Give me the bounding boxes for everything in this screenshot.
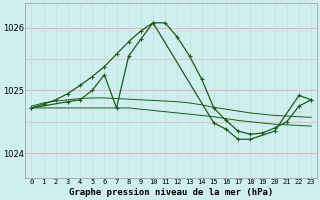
X-axis label: Graphe pression niveau de la mer (hPa): Graphe pression niveau de la mer (hPa) <box>69 188 273 197</box>
